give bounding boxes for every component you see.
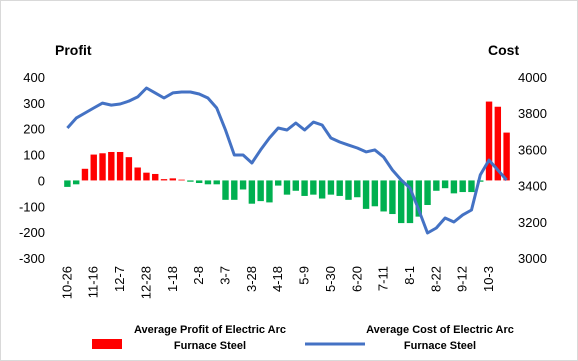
bar (239, 180, 247, 190)
y-tick-label: 0 (38, 173, 45, 188)
bar (257, 180, 264, 202)
bar (283, 180, 291, 195)
bar (116, 151, 124, 181)
x-tick-label: 8-22 (428, 266, 443, 292)
bar (310, 180, 317, 195)
bar (301, 180, 308, 196)
bar (318, 180, 326, 199)
bar (397, 180, 405, 224)
bar (327, 180, 335, 195)
bar (64, 180, 71, 187)
bar (178, 179, 185, 181)
y2-tick-label: 3000 (518, 251, 547, 266)
bar (134, 167, 141, 181)
bar (204, 180, 212, 185)
bar (415, 180, 422, 217)
bar (99, 153, 106, 181)
x-tick-label: 10-26 (59, 266, 74, 299)
x-tick-label: 5-9 (297, 266, 312, 285)
bar (389, 180, 396, 215)
bar (450, 180, 458, 194)
bar (494, 106, 502, 181)
x-tick-label: 4-18 (270, 266, 285, 292)
bar (195, 180, 203, 184)
legend-label: Average Cost of Electric Arc Furnace Ste… (366, 324, 514, 352)
x-tick-label: 2-8 (191, 266, 206, 285)
x-tick-label: 8-1 (402, 266, 417, 285)
y-tick-label: -100 (19, 199, 45, 214)
bar (222, 180, 229, 200)
bar (248, 180, 256, 204)
bar (231, 180, 238, 200)
y2-tick-label: 3400 (518, 179, 547, 194)
bar (108, 151, 115, 181)
y-tick-label: 200 (23, 122, 45, 137)
bar (90, 154, 97, 181)
y2-tick-label: 4000 (518, 70, 547, 85)
x-tick-label: 11-16 (86, 266, 101, 298)
bar (362, 180, 370, 209)
y-tick-label: 100 (23, 148, 45, 163)
y2-tick-label: 3600 (518, 142, 547, 157)
bar (169, 178, 177, 181)
x-tick-label: 1-18 (165, 266, 180, 292)
x-tick-label: 6-20 (349, 266, 364, 292)
y2-tick-label: 3200 (518, 215, 547, 230)
bar (503, 132, 510, 181)
bar (468, 180, 475, 193)
bar (406, 180, 414, 224)
x-tick-label: 5-30 (323, 266, 338, 292)
bar (160, 179, 168, 181)
y-tick-label: -300 (19, 251, 45, 266)
y2-tick-label: 3800 (518, 106, 547, 121)
bar (81, 168, 89, 181)
bar (213, 180, 220, 185)
bar (371, 180, 379, 207)
bar (380, 180, 387, 212)
bar (485, 101, 493, 181)
bar (187, 180, 194, 182)
x-tick-label: 3-7 (218, 266, 233, 285)
bar (266, 180, 273, 203)
x-tick-label: 12-7 (112, 266, 127, 292)
bar (459, 180, 466, 193)
bar (292, 180, 299, 191)
y-axis-label: Profit (55, 42, 92, 58)
line (66, 86, 508, 235)
x-tick-label: 12-28 (138, 266, 153, 299)
bar (345, 180, 352, 200)
bar (152, 173, 159, 181)
bar (143, 172, 150, 181)
bar (354, 180, 361, 198)
y-tick-label: -200 (19, 225, 45, 240)
y-tick-label: 400 (23, 70, 45, 85)
x-tick-label: 9-12 (455, 266, 470, 292)
bar (424, 180, 431, 205)
bar (125, 157, 133, 181)
bar (441, 180, 449, 189)
y-tick-label: 300 (23, 96, 45, 111)
x-tick-label: 10-3 (481, 266, 496, 292)
x-tick-label: 3-28 (244, 266, 259, 292)
bar (72, 180, 80, 185)
legend-label: Average Profit of Electric Arc Furnace S… (133, 324, 286, 352)
bar (433, 180, 440, 191)
y2-axis-label: Cost (488, 42, 519, 58)
bar (275, 180, 282, 186)
x-tick-label: 7-11 (376, 266, 391, 291)
bar (336, 180, 343, 196)
legend-swatch (92, 339, 122, 349)
